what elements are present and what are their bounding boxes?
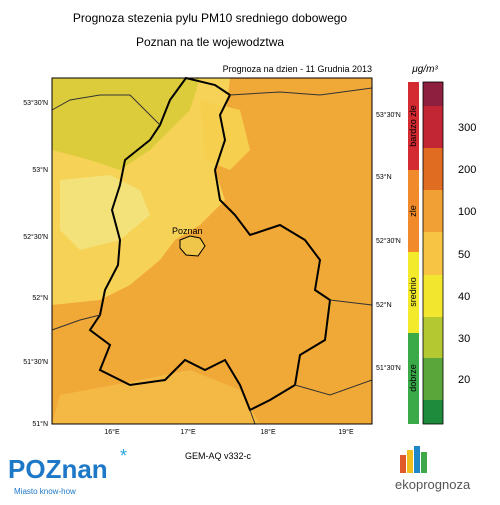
lat-label: 52°N: [32, 294, 48, 302]
lon-label: 19°E: [338, 428, 354, 436]
scale-step: [423, 190, 443, 232]
scale-step: [423, 106, 443, 148]
lat-label: 52°30'N: [376, 237, 401, 245]
logo-text: POZnan: [8, 454, 108, 484]
logo-bar: [414, 446, 420, 473]
neighbor-borders: [51, 87, 373, 425]
category-label: bardzo zle: [408, 105, 418, 147]
logo-star: *: [120, 446, 127, 466]
category-band: [408, 252, 419, 333]
scale-tick-label: 20: [458, 374, 470, 386]
scale-tick-label: 200: [458, 164, 476, 176]
lat-label: 51°30'N: [23, 358, 48, 366]
lon-label: 17°E: [180, 428, 196, 436]
category-label: srednio: [408, 277, 418, 307]
lat-label: 51°30'N: [376, 364, 401, 372]
city-label: Poznan: [172, 226, 203, 236]
logo-bar: [400, 455, 406, 473]
scale-step: [423, 82, 443, 106]
scale-frame: [422, 81, 444, 425]
scale-tick-label: 300: [458, 122, 476, 134]
zone-green: [52, 78, 200, 170]
lat-label: 53°N: [32, 166, 48, 174]
zone-pale: [60, 175, 150, 250]
city-border: [179, 235, 206, 257]
scale-step: [423, 400, 443, 424]
logo-bar: [407, 450, 413, 473]
category-band: [408, 333, 419, 424]
legend: μg/m³ dobrze srednio zle bardzo zle 20 30…: [408, 64, 476, 425]
logo-tagline: Miasto know-how: [14, 487, 76, 496]
lat-label: 53°30'N: [376, 111, 401, 119]
map: Poznan: [51, 76, 373, 425]
category-label: dobrze: [408, 364, 418, 392]
map-frame: [51, 77, 373, 425]
lat-label: 53°30'N: [23, 99, 48, 107]
voivodeship-border: [88, 76, 332, 412]
lon-label: 16°E: [104, 428, 120, 436]
lat-label: 52°N: [376, 301, 392, 309]
logo-text: ekoprognoza: [395, 477, 471, 492]
logo-bar: [421, 452, 427, 473]
forecast-date: Prognoza na dzien - 11 Grudnia 2013: [223, 64, 372, 74]
scale-tick-label: 100: [458, 206, 476, 218]
scale-tick-label: 50: [458, 249, 470, 261]
logo-ekoprognoza: ekoprognoza: [395, 446, 471, 492]
lat-label: 53°N: [376, 173, 392, 181]
scale-tick-label: 30: [458, 333, 470, 345]
unit: μg/m³: [411, 64, 438, 75]
lat-label: 51°N: [32, 420, 48, 428]
subtitle: Poznan na tle wojewodztwa: [136, 35, 284, 49]
title: Prognoza stezenia pylu PM10 sredniego do…: [73, 11, 348, 25]
category-label: zle: [408, 205, 418, 217]
scale-step: [423, 275, 443, 317]
scale-tick-label: 40: [458, 291, 470, 303]
scale-step: [423, 148, 443, 190]
scale-step: [423, 317, 443, 358]
scale-step: [423, 358, 443, 400]
model-label: GEM-AQ v332-c: [185, 451, 252, 461]
lon-label: 18°E: [260, 428, 276, 436]
category-band: [408, 170, 419, 252]
zone-orange-light: [52, 370, 260, 424]
scale-step: [423, 232, 443, 275]
category-band: [408, 82, 419, 170]
lat-label: 52°30'N: [23, 233, 48, 241]
logo-poznan: POZnan * Miasto know-how: [8, 446, 127, 496]
